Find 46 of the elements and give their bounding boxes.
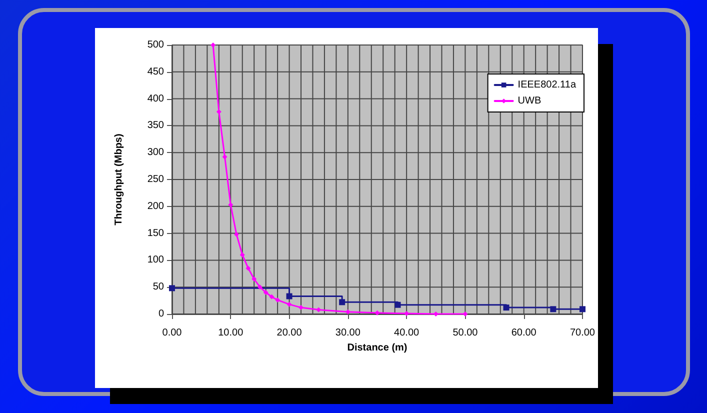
y-tick-label: 100 xyxy=(147,254,164,266)
y-tick-label: 200 xyxy=(147,200,164,212)
point xyxy=(462,312,468,316)
y-tick-label: 50 xyxy=(152,282,164,293)
point xyxy=(228,202,234,208)
point xyxy=(216,109,222,114)
x-tick-label: 30.00 xyxy=(335,328,361,338)
point xyxy=(246,266,251,271)
legend-label: IEEE802.11a xyxy=(518,80,576,90)
x-tick-label: 10.00 xyxy=(218,328,244,338)
point xyxy=(263,290,268,295)
y-tick-label: 350 xyxy=(147,120,164,132)
x-tick-label: 60.00 xyxy=(511,328,537,338)
point xyxy=(240,252,245,258)
point xyxy=(252,276,257,282)
y-tick-label: 300 xyxy=(147,147,164,158)
x-tick-label: 40.00 xyxy=(394,328,420,338)
point xyxy=(394,302,401,308)
point xyxy=(339,299,346,306)
y-axis-title: Throughput (Mbps) xyxy=(114,134,124,226)
point xyxy=(234,232,240,237)
y-tick-label: 0 xyxy=(158,308,164,320)
point xyxy=(169,285,175,292)
x-tick-label: 20.00 xyxy=(276,328,302,338)
point xyxy=(210,42,216,48)
point xyxy=(550,306,556,312)
y-tick-label: 450 xyxy=(147,66,164,78)
point xyxy=(316,307,322,312)
y-tick-label: 500 xyxy=(147,40,164,50)
point xyxy=(269,294,274,300)
point xyxy=(286,302,292,307)
point xyxy=(374,310,380,316)
y-tick-label: 150 xyxy=(147,228,164,239)
point xyxy=(503,304,510,311)
point xyxy=(257,284,262,290)
point xyxy=(579,306,586,312)
y-tick-label: 400 xyxy=(147,93,164,104)
x-tick-label: 0.00 xyxy=(162,328,182,338)
y-tick-label: 250 xyxy=(147,174,164,185)
point xyxy=(286,293,292,300)
legend-label: UWB xyxy=(518,96,542,106)
x-axis-title: Distance (m) xyxy=(347,342,408,354)
x-tick-label: 70.00 xyxy=(570,328,596,338)
point xyxy=(222,154,228,160)
point xyxy=(275,298,280,303)
x-tick-label: 50.00 xyxy=(452,328,478,338)
